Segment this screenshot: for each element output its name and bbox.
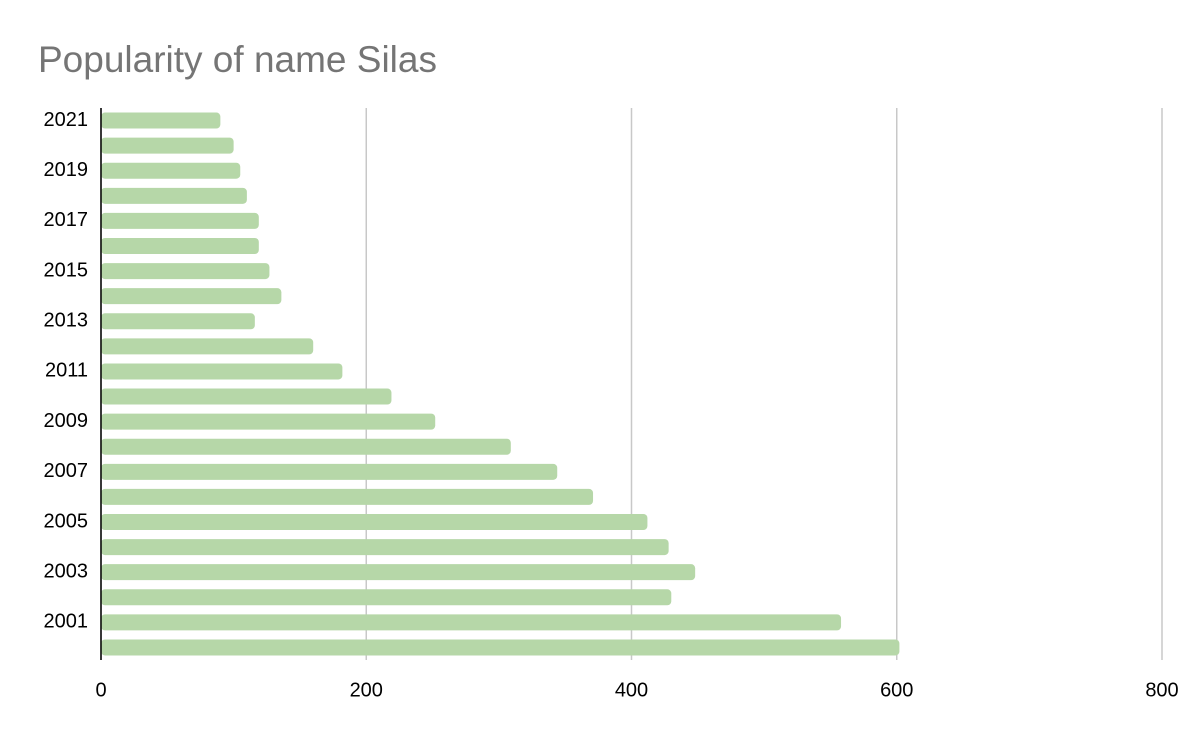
bar <box>101 187 247 204</box>
y-tick-label: 2005 <box>44 510 89 532</box>
x-tick-label: 800 <box>1145 679 1178 701</box>
bar <box>101 238 259 254</box>
y-tick-label: 2011 <box>45 360 88 382</box>
bar <box>101 288 282 305</box>
bar <box>101 338 314 355</box>
bar <box>101 137 234 154</box>
x-tick-label: 400 <box>615 679 648 701</box>
y-tick-label: 2009 <box>44 410 89 432</box>
y-tick-label: 2001 <box>44 611 89 633</box>
y-tick-label: 2021 <box>44 109 89 131</box>
bar <box>101 438 511 455</box>
y-tick-label: 2003 <box>44 560 89 582</box>
bar <box>101 463 558 480</box>
y-tick-label: 2019 <box>44 159 89 181</box>
bar <box>101 388 392 405</box>
y-tick-label: 2017 <box>44 209 89 231</box>
bar <box>101 539 669 556</box>
x-tick-label: 0 <box>95 679 106 701</box>
bar <box>101 363 343 380</box>
y-tick-label: 2007 <box>44 460 89 482</box>
y-tick-label: 2015 <box>44 259 89 281</box>
bar <box>101 263 270 280</box>
bar <box>101 313 255 330</box>
bar <box>101 162 241 179</box>
bar <box>101 564 696 581</box>
x-tick-label: 600 <box>880 679 913 701</box>
bar <box>101 112 221 129</box>
bar <box>101 589 672 606</box>
bar <box>101 639 900 656</box>
bar <box>101 413 436 430</box>
chart-title: Popularity of name Silas <box>38 39 437 80</box>
bar <box>101 514 648 530</box>
x-tick-label: 200 <box>350 679 383 701</box>
bar <box>101 488 594 505</box>
bar <box>101 614 842 631</box>
bar <box>101 212 259 229</box>
y-tick-label: 2013 <box>44 310 89 332</box>
